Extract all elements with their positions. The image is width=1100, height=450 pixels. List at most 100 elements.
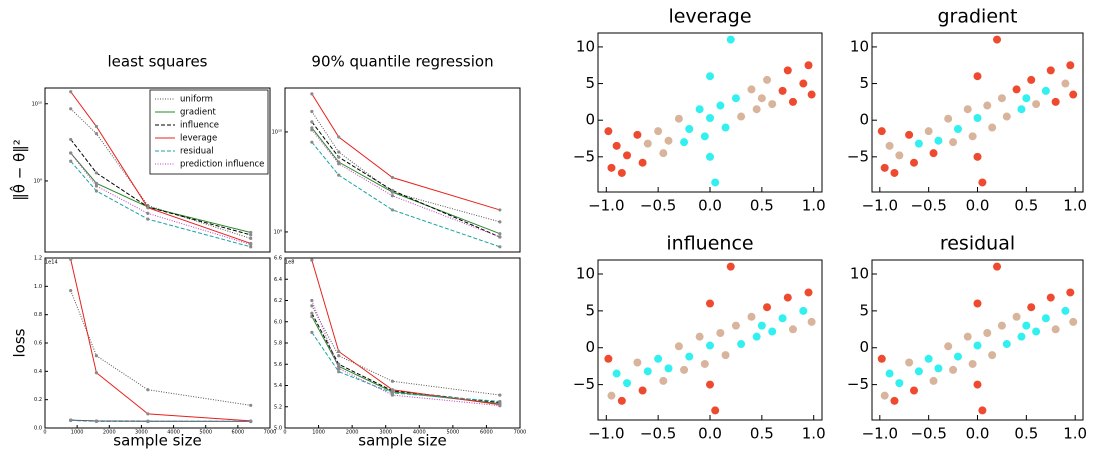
data-point [94,354,99,358]
series-line [311,121,501,238]
scatter-point [783,293,792,302]
data-point [69,257,73,262]
series-line [70,152,251,245]
scatter-point [1027,75,1036,84]
scatter-point [1032,100,1041,109]
legend-box [149,89,269,175]
data-point [337,162,341,166]
x-axis-label: sample size [113,432,201,450]
scatter-point [788,97,797,106]
scatter-point [1012,85,1021,94]
series-line [70,259,251,422]
data-point [337,155,341,159]
data-point [249,233,253,237]
scatter-point [731,321,740,330]
x-tick-label: 1.0 [802,197,826,215]
data-point [310,140,314,144]
scatter-point [768,327,777,336]
scatter-point [726,35,735,44]
scatter-point [778,314,787,323]
scatter-point [623,379,632,388]
data-point [249,230,253,235]
y-tick-label: 5 [859,301,869,319]
scatter-point [700,359,709,368]
y-tick-label: 6.2 [274,298,282,304]
x-tick-label: 0 [283,430,286,436]
scatter-point [752,332,761,341]
x-tick-label: 1.0 [1063,197,1087,215]
scatter-point [807,317,816,326]
x-tick-label: 7000 [514,430,527,436]
y-tick-label: 5 [585,301,595,319]
scatter-point [890,168,899,177]
scatter-point [949,138,958,147]
y-tick-label: 10 [850,37,869,55]
series-line [311,259,500,406]
panel-title: gradient [937,6,1017,28]
scatter-point [706,299,714,308]
scatter-point [783,66,792,75]
data-point [498,232,502,236]
scatter-point [768,100,777,109]
scatter-point [880,163,889,172]
plot-frame [44,87,271,253]
scatter-point [885,141,894,150]
data-point [94,184,99,188]
scatter-point [807,90,816,99]
scatter-point [997,94,1006,103]
scatter-point [997,321,1006,330]
data-point [310,120,314,124]
y-tick-label: 0.0 [34,426,42,432]
scatter-point [716,101,725,110]
data-point [498,399,502,404]
panel: least squares ‖θ̂ − θ‖² 10¹⁰ 10⁹ uniform grad… [9,53,271,253]
y-tick-label: 5.0 [274,426,282,432]
data-point [310,311,314,315]
data-point [310,109,314,114]
plot-frame [597,259,823,421]
scatter-point [804,61,813,70]
y-tick-label: 10 [576,265,595,283]
plot-frame [871,259,1084,421]
x-tick-label: 1000 [312,430,325,436]
y-offset-label: 1e8 [285,260,294,266]
series-line [311,127,501,235]
scatter-point [910,158,919,167]
data-point [310,258,314,262]
scatter-point [1017,332,1026,341]
data-point [390,188,395,193]
data-point [249,419,253,424]
y-tick-label: 10 [576,37,595,55]
plot-frame [597,32,823,193]
series-line [70,91,251,244]
series-line [70,108,251,239]
legend-label: influence [180,121,219,131]
scatter-point [612,141,621,150]
x-tick-label: 0.0 [966,197,990,215]
scatter-point [880,391,889,400]
x-tick-label: −1.0 [862,197,898,215]
x-tick-label: 2000 [346,430,359,436]
x-tick-label: 0.0 [966,425,990,443]
y-tick-label: 1.2 [34,256,42,262]
panel-title: 90% quantile regression [311,53,493,71]
data-point [337,135,341,139]
scatter-point [721,123,730,132]
scatter-point [1066,288,1075,297]
scatter-point [638,386,647,395]
x-tick-label: 1.0 [1063,425,1087,443]
panel-title: least squares [108,53,208,71]
scatter-point [706,72,714,81]
scatter-point [1041,86,1050,95]
x-tick-label: 5000 [446,430,459,436]
scatter-point [978,406,987,415]
series-line [70,152,251,233]
panel: 90% quantile regression 10¹⁰ 10⁹ [272,53,521,253]
data-point [94,171,99,175]
data-point [310,128,314,132]
data-point [390,393,395,397]
data-point [146,217,150,221]
y-tick-label: −5 [573,147,595,165]
data-point [337,349,341,354]
series-line [70,419,251,422]
